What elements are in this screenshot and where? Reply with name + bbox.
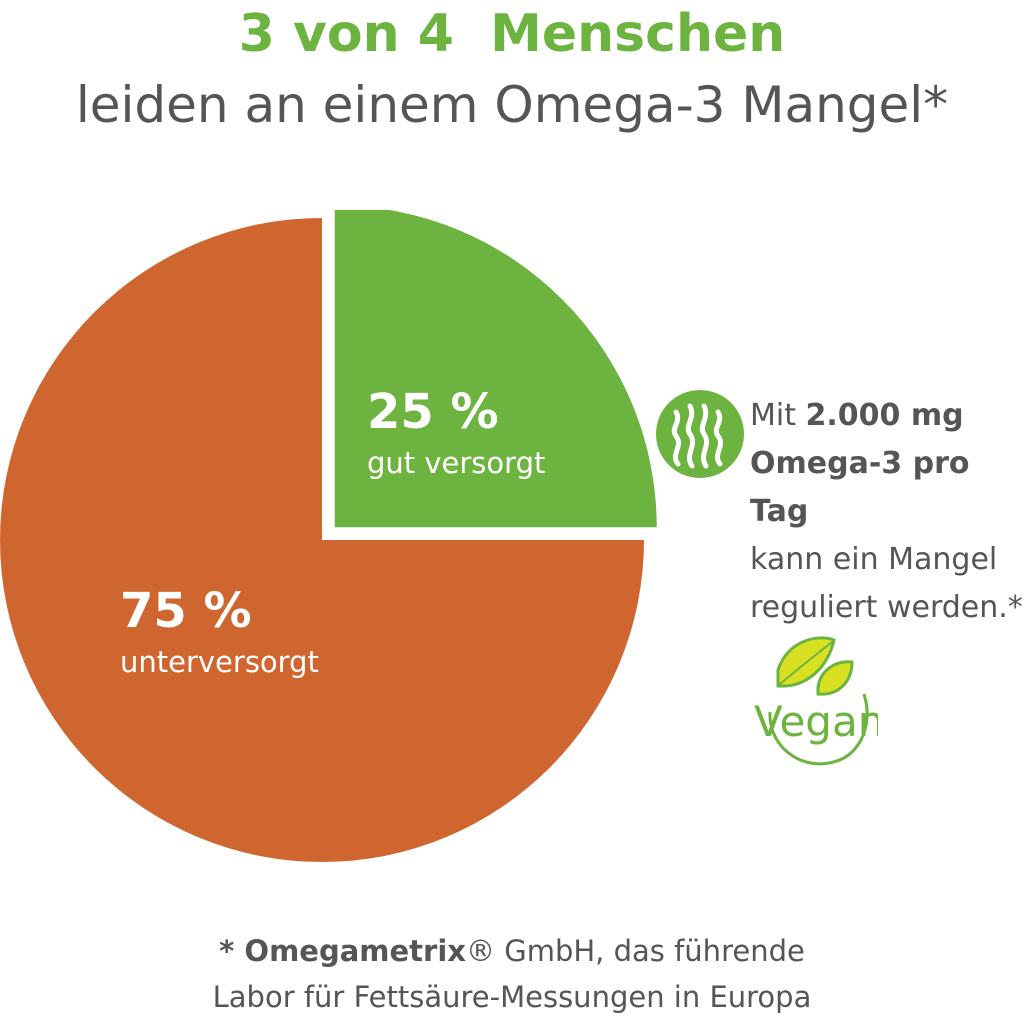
pie-slice-green xyxy=(334,210,657,528)
leaf-icon: Vegan xyxy=(754,636,884,766)
pie-chart xyxy=(0,210,657,862)
dosage-text-part3: reguliert werden.* xyxy=(750,590,1023,625)
dosage-text-part2: kann ein Mangel xyxy=(750,542,998,577)
footnote-line1-rest: ® GmbH, das führende xyxy=(466,934,805,968)
pie-slice-orange xyxy=(0,218,644,862)
vegan-badge: Vegan xyxy=(748,630,884,776)
page-subtitle: leiden an einem Omega-3 Mangel* xyxy=(75,76,949,134)
dosage-text-part1: Mit xyxy=(750,398,806,433)
slice-label-orange: 75 % unterversorgt xyxy=(120,587,319,680)
dosage-text: Mit 2.000 mg Omega-3 pro Tag kann ein Ma… xyxy=(750,392,1024,632)
seaweed-icon xyxy=(656,390,744,478)
slice-desc-green: gut versorgt xyxy=(367,446,546,480)
footnote-line1: * Omegametrix® GmbH, das führende xyxy=(0,928,1024,974)
page-title: 3 von 4 Menschen xyxy=(238,4,786,64)
footnote: * Omegametrix® GmbH, das führende Labor … xyxy=(0,928,1024,1020)
dosage-amount: 2.000 mg xyxy=(805,398,964,433)
slice-desc-orange: unterversorgt xyxy=(120,645,319,679)
footnote-line2: Labor für Fettsäure-Messungen in Europa xyxy=(212,980,812,1014)
footnote-star: * xyxy=(219,934,245,968)
footnote-brand: Omegametrix xyxy=(244,934,466,968)
slice-value-green: 25 % xyxy=(367,384,499,440)
vegan-text: Vegan xyxy=(754,697,878,746)
dosage-unit: Omega-3 pro Tag xyxy=(750,446,970,529)
slice-label-green: 25 % gut versorgt xyxy=(367,388,545,481)
slice-value-orange: 75 % xyxy=(120,583,252,639)
